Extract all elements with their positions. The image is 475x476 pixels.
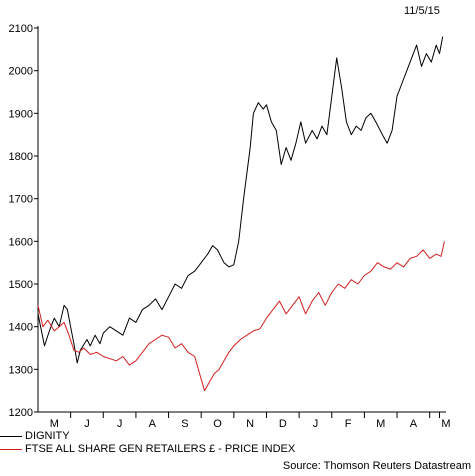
y-tick-label: 1500	[9, 279, 33, 291]
x-tick-label: N	[246, 418, 254, 430]
y-tick-label: 1400	[9, 322, 33, 334]
source-note: Source: Thomson Reuters Datastream	[282, 460, 471, 472]
y-tick-label: 1200	[9, 407, 33, 419]
x-tick-label: M	[376, 418, 385, 430]
y-axis: 1200 1300 1400 1500 1600 1700 1800 1900 2000 2100	[9, 23, 39, 419]
series-line-dignity	[37, 36, 444, 364]
x-tick-label: J	[117, 418, 123, 430]
x-tick-label: F	[345, 418, 352, 430]
date-label: 11/5/15	[404, 5, 440, 17]
legend-item-dignity: DIGNITY	[0, 430, 295, 443]
x-tick-label: J	[84, 418, 90, 430]
legend-label-ftse: FTSE ALL SHARE GEN RETAILERS £ - PRICE I…	[25, 443, 296, 455]
y-tick-label: 2100	[9, 23, 33, 35]
legend: DIGNITY FTSE ALL SHARE GEN RETAILERS £ -…	[0, 430, 295, 456]
series-line-ftse-gen-retailers	[37, 241, 445, 392]
x-tick-label: M	[441, 418, 450, 430]
y-tick-label: 1300	[9, 364, 33, 376]
x-tick-label: O	[213, 418, 222, 430]
x-tick-label: M	[50, 418, 59, 430]
x-tick-label: D	[279, 418, 287, 430]
series-layer	[37, 36, 445, 392]
y-tick-label: 1800	[9, 151, 33, 163]
y-tick-label: 1700	[9, 194, 33, 206]
legend-swatch-dignity	[0, 436, 22, 437]
legend-label-dignity: DIGNITY	[25, 430, 70, 442]
x-tick-label: S	[181, 418, 188, 430]
x-tick-label: A	[149, 418, 157, 430]
legend-item-ftse: FTSE ALL SHARE GEN RETAILERS £ - PRICE I…	[0, 443, 295, 456]
x-tick-label: J	[313, 418, 319, 430]
legend-swatch-ftse	[0, 449, 22, 450]
x-tick-label: A	[410, 418, 418, 430]
y-tick-label: 2000	[9, 66, 33, 78]
y-tick-label: 1900	[9, 108, 33, 120]
y-tick-label: 1600	[9, 236, 33, 248]
